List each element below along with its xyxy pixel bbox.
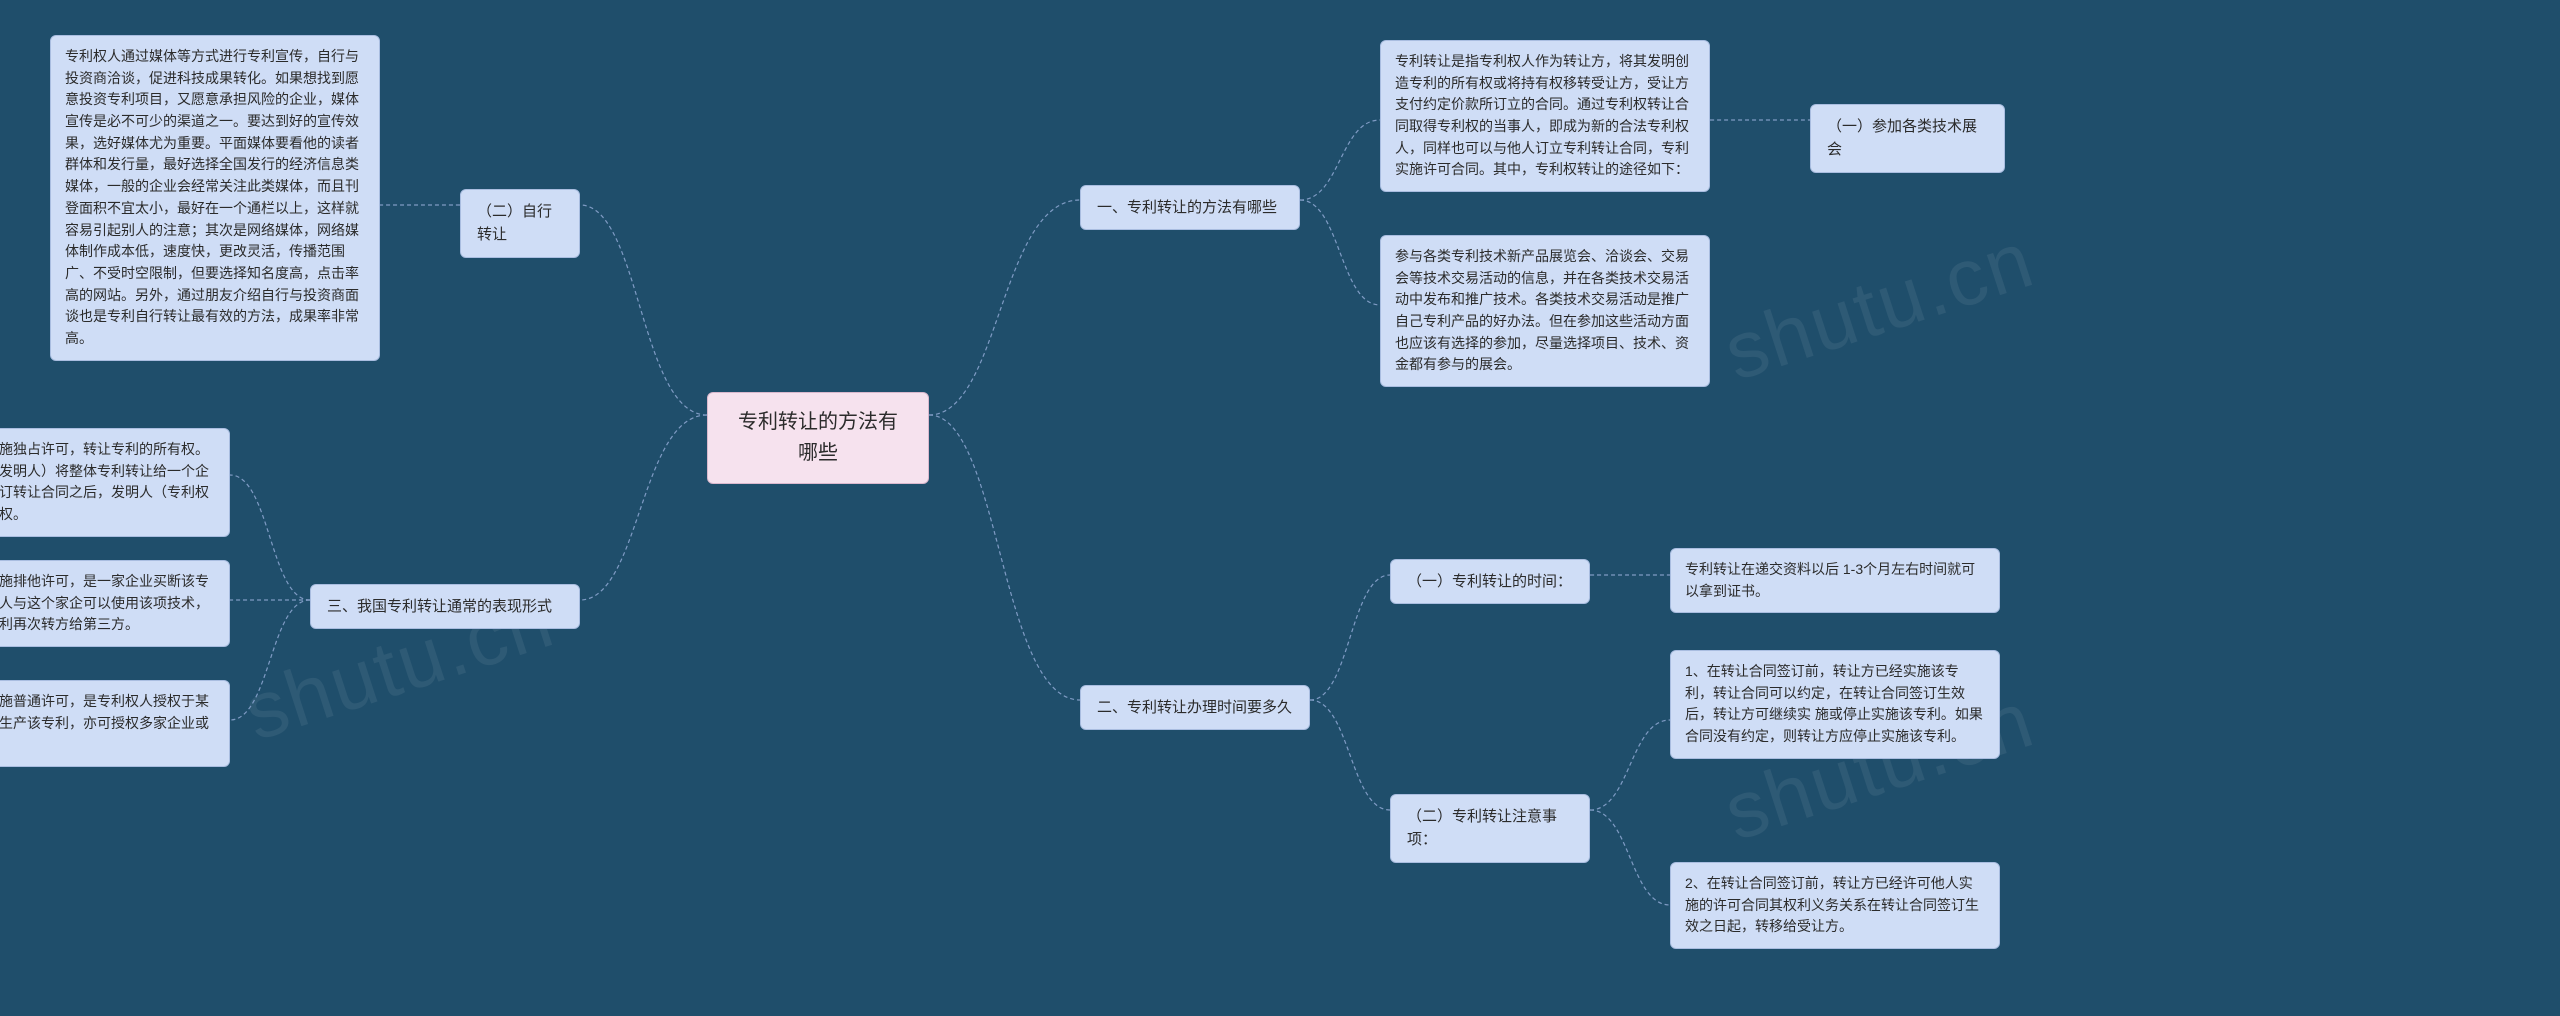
- node-r2b2: 2、在转让合同签订前，转让方已经许可他人实施的许可合同其权利义务关系在转让合同签…: [1670, 862, 2000, 949]
- node-r2a-label: （一）专利转让的时间：: [1390, 559, 1590, 604]
- branch-l2-label: 三、我国专利转让通常的表现形式: [310, 584, 580, 629]
- watermark: shutu.cn: [1714, 213, 2045, 399]
- node-l2a: （一）专利实施独占许可，转让专利的所有权。如专利权人（发明人）将整体专利转让给一…: [0, 428, 230, 537]
- node-l2c: （三）专利实施普通许可，是专利权人授权于某个企业或个人生产该专利，亦可授权多家企…: [0, 680, 230, 767]
- node-r1a1: （一）参加各类技术展会: [1810, 104, 2005, 173]
- branch-l1-label: （二）自行转让: [460, 189, 580, 258]
- node-l1a: 专利权人通过媒体等方式进行专利宣传，自行与投资商洽谈，促进科技成果转化。如果想找…: [50, 35, 380, 361]
- node-r1b: 参与各类专利技术新产品展览会、洽谈会、交易会等技术交易活动的信息，并在各类技术交…: [1380, 235, 1710, 387]
- connectors: [0, 0, 2560, 1016]
- node-r2b1: 1、在转让合同签订前，转让方已经实施该专利，转让合同可以约定，在转让合同签订生效…: [1670, 650, 2000, 759]
- center-node: 专利转让的方法有哪些: [707, 392, 929, 484]
- node-r2b-label: （二）专利转让注意事项：: [1390, 794, 1590, 863]
- node-r2a1: 专利转让在递交资料以后 1-3个月左右时间就可以拿到证书。: [1670, 548, 2000, 613]
- branch-r2-label: 二、专利转让办理时间要多久: [1080, 685, 1310, 730]
- node-l2b: （二）专利实施排他许可，是一家企业买断该专利，仅专利权人与这个家企可以使用该项技…: [0, 560, 230, 647]
- node-r1a: 专利转让是指专利权人作为转让方，将其发明创造专利的所有权或将持有权移转受让方，受…: [1380, 40, 1710, 192]
- branch-r1-label: 一、专利转让的方法有哪些: [1080, 185, 1300, 230]
